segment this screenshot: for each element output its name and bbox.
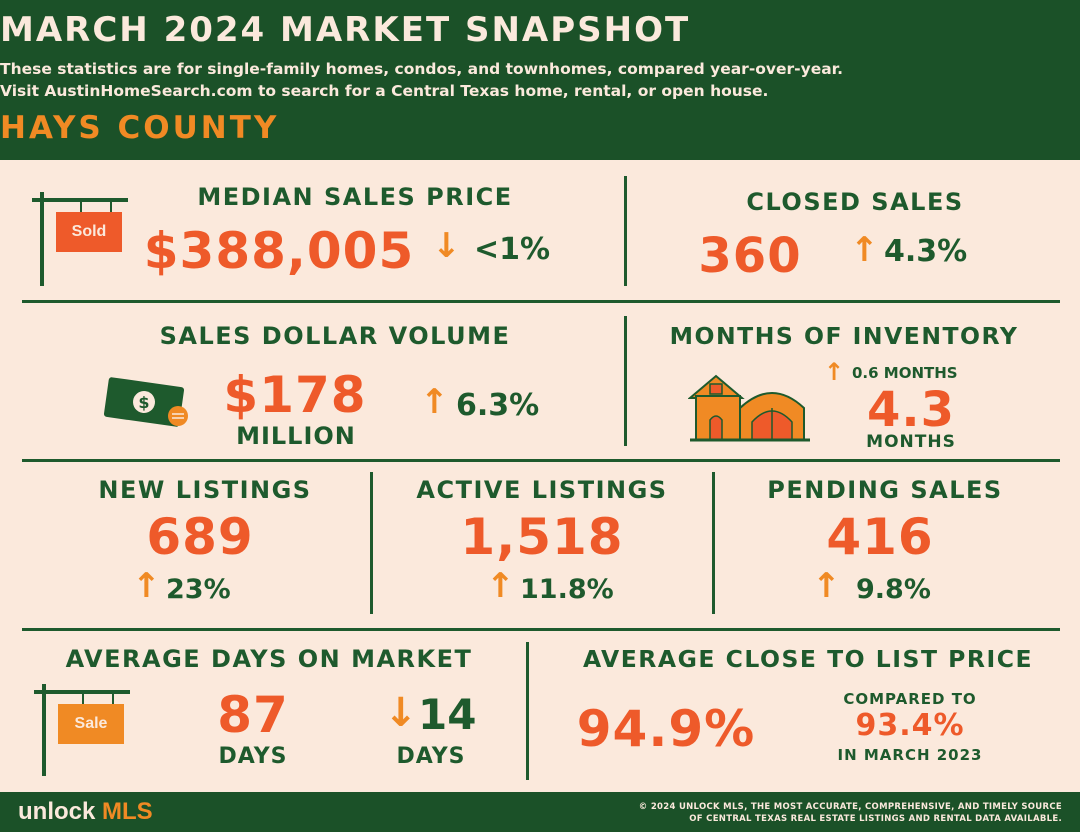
copyright-line-2: OF CENTRAL TEXAS REAL ESTATE LISTINGS AN… (689, 814, 1062, 824)
pending-sales-label: PENDING SALES (767, 476, 1003, 504)
money-icon: $ (103, 377, 188, 427)
logo-mls-text: MLS (102, 798, 153, 825)
arrow-up-icon: ↑ (812, 566, 841, 606)
average-days-on-market-change-unit: DAYS (396, 744, 466, 769)
footer-bar (0, 792, 1080, 832)
compared-to-label: COMPARED TO (843, 690, 977, 708)
active-listings-value: 1,518 (460, 508, 624, 566)
arrow-up-icon: ↑ (824, 358, 845, 386)
copyright-text: © 2024 UNLOCK MLS, THE MOST ACCURATE, CO… (502, 801, 1062, 825)
months-of-inventory-value: 4.3 (866, 382, 956, 438)
arrow-down-icon: ↓ (432, 226, 461, 266)
divider (22, 459, 1060, 462)
sales-dollar-volume-value: $178 (223, 366, 367, 424)
median-sales-price-value: $388,005 (143, 222, 415, 280)
divider (370, 472, 373, 614)
sales-dollar-volume-unit: MILLION (236, 422, 356, 450)
months-of-inventory-unit: MONTHS (866, 432, 956, 452)
pending-sales-change: 9.8% (856, 574, 931, 605)
arrow-up-icon: ↑ (850, 230, 879, 270)
median-sales-price-label: MEDIAN SALES PRICE (197, 183, 513, 211)
county-name: HAYS COUNTY (0, 110, 280, 146)
months-of-inventory-change: 0.6 MONTHS (852, 364, 958, 382)
arrow-up-icon: ↑ (420, 382, 449, 422)
sales-dollar-volume-label: SALES DOLLAR VOLUME (159, 322, 511, 350)
closed-sales-change: 4.3% (884, 234, 968, 269)
compared-to-value: 93.4% (855, 708, 965, 743)
new-listings-label: NEW LISTINGS (98, 476, 312, 504)
logo-text: unlock (18, 798, 103, 825)
new-listings-value: 689 (146, 508, 254, 566)
sold-sign-icon: Sold (28, 192, 128, 292)
divider (624, 176, 627, 286)
average-days-on-market-label: AVERAGE DAYS ON MARKET (65, 645, 473, 673)
divider (526, 642, 529, 780)
sales-dollar-volume-change: 6.3% (456, 388, 540, 423)
new-listings-change: 23% (166, 574, 231, 605)
divider (712, 472, 715, 614)
months-of-inventory-label: MONTHS OF INVENTORY (669, 322, 1019, 350)
house-icon (688, 374, 810, 442)
unlock-mls-logo: unlock MLS (18, 798, 153, 826)
average-close-to-list-label: AVERAGE CLOSE TO LIST PRICE (582, 645, 1034, 673)
active-listings-change: 11.8% (520, 574, 614, 605)
closed-sales-label: CLOSED SALES (746, 188, 964, 216)
copyright-line-1: © 2024 UNLOCK MLS, THE MOST ACCURATE, CO… (638, 802, 1062, 812)
arrow-up-icon: ↑ (486, 566, 515, 606)
subtitle-line-1: These statistics are for single-family h… (0, 60, 844, 78)
sale-sign-icon: Sale (30, 684, 130, 780)
subtitle-line-2: Visit AustinHomeSearch.com to search for… (0, 82, 769, 100)
closed-sales-value: 360 (698, 228, 802, 284)
svg-text:$: $ (138, 393, 149, 412)
average-close-to-list-value: 94.9% (576, 700, 756, 758)
divider (22, 300, 1060, 303)
average-days-on-market-change: 14 (418, 690, 477, 739)
header-banner (0, 0, 1080, 160)
divider (22, 628, 1060, 631)
average-days-on-market-value: 87 (217, 686, 289, 744)
active-listings-label: ACTIVE LISTINGS (416, 476, 668, 504)
arrow-down-icon: ↓ (384, 690, 418, 736)
divider (624, 316, 627, 446)
arrow-up-icon: ↑ (132, 566, 161, 606)
median-sales-price-change: <1% (474, 232, 551, 267)
average-days-on-market-unit: DAYS (218, 744, 288, 769)
compared-to-period: IN MARCH 2023 (837, 746, 983, 764)
page-title: MARCH 2024 MARKET SNAPSHOT (0, 10, 691, 50)
pending-sales-value: 416 (826, 508, 934, 566)
